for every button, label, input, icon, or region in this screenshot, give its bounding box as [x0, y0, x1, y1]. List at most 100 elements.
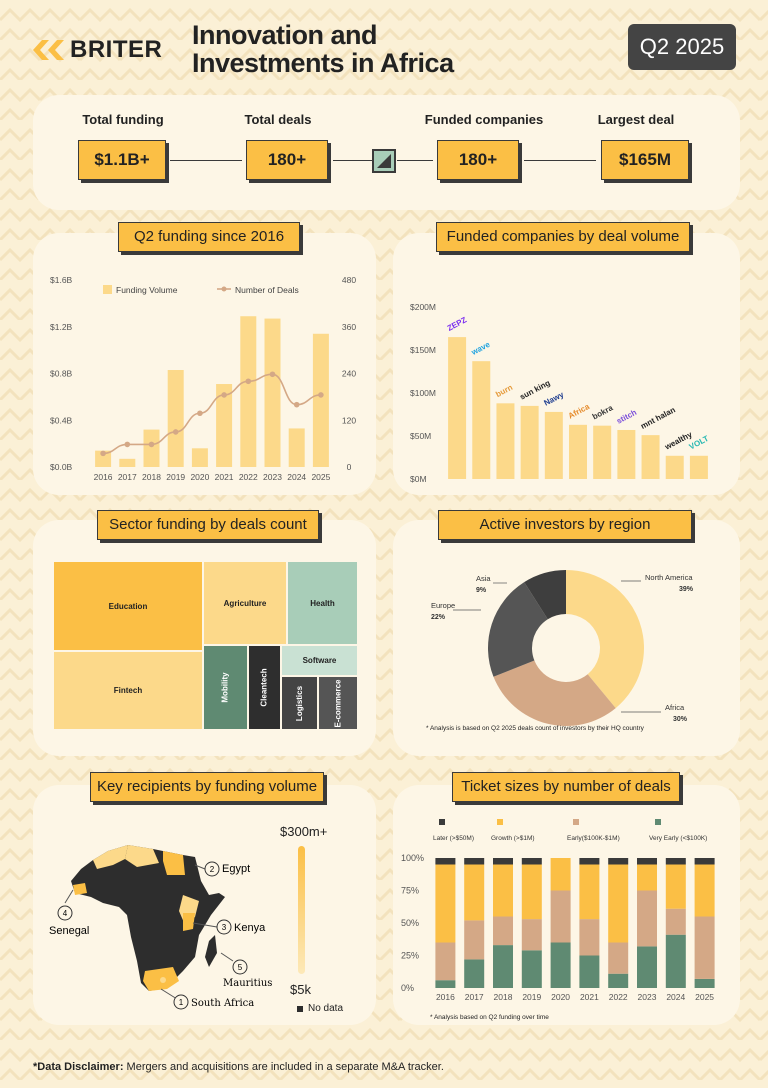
company-logo-label: burn [494, 383, 514, 399]
stat-label-total-funding: Total funding [82, 112, 164, 127]
funding-bar [95, 450, 112, 467]
funding-bar [143, 429, 160, 467]
map-label-south-africa: South Africa [191, 998, 254, 1009]
madagascar [205, 935, 217, 967]
ticket-sizes-title: Ticket sizes by number of deals [452, 772, 680, 802]
ticket-segment [493, 864, 513, 917]
company-logo-label: mnt halan [639, 405, 677, 431]
ticket-segment [493, 945, 513, 988]
y-tick-label: $0.4B [50, 415, 73, 425]
ticket-segment [608, 858, 629, 865]
legend-swatch [497, 819, 503, 825]
brand-name: BRITER [70, 36, 163, 63]
ticket-segment [435, 858, 456, 865]
legend-swatch [439, 819, 445, 825]
legend-marker-deals [221, 286, 227, 292]
deals-point [293, 401, 300, 408]
ticket-segment [608, 864, 629, 943]
recipients-title: Key recipients by funding volume [90, 772, 324, 802]
x-tick-label: 2023 [263, 472, 282, 482]
ticket-segment [637, 864, 657, 891]
ticket-segment [665, 858, 686, 865]
company-bar [617, 429, 636, 479]
y-tick-label: $150M [410, 345, 436, 355]
deals-line [103, 373, 321, 455]
x-tick-label: 2021 [580, 992, 599, 1002]
x-tick-label: 2019 [522, 992, 541, 1002]
donut-slice [493, 660, 616, 726]
legend-label: Very Early (<$100K) [649, 835, 707, 842]
map-legend-min: $5k [290, 982, 311, 997]
company-bar [569, 424, 587, 479]
treemap-cell-fintech: Fintech [53, 651, 203, 730]
deals-point [148, 441, 155, 448]
ticket-segment [464, 864, 485, 921]
y-tick-label: $0M [410, 474, 427, 484]
y-tick-label: $1.2B [50, 322, 73, 332]
funding-bar [191, 448, 208, 467]
treemap-cell-logistics: Logistics [281, 676, 318, 730]
y2-tick-label: 360 [342, 322, 356, 332]
legend-label-funding: Funding Volume [116, 285, 178, 295]
top-companies-title: Funded companies by deal volume [436, 222, 690, 252]
deals-point [221, 392, 227, 398]
company-logo-label: wave [469, 340, 492, 358]
funding-bar [264, 318, 281, 467]
treemap-cell-education: Education [53, 561, 203, 651]
deals-point [245, 378, 252, 385]
africa-north-coast [93, 845, 128, 869]
y2-tick-label: 120 [342, 415, 356, 425]
y-tick-label: $0.0B [50, 462, 73, 472]
company-bar [520, 405, 539, 479]
legend-swatch-funding [103, 285, 112, 294]
legend-swatch [655, 819, 661, 825]
footer-disclaimer: *Data Disclaimer: Mergers and acquisitio… [33, 1061, 444, 1073]
donut-slice [566, 570, 644, 709]
ticket-segment [665, 864, 686, 909]
funding-bar [240, 316, 257, 467]
company-bar [472, 361, 491, 479]
legend-label: Growth (>$1M) [491, 835, 535, 842]
y-tick-label: $1.6B [50, 275, 73, 285]
y-tick-label: 50% [401, 918, 419, 928]
ticket-segment [579, 919, 600, 956]
period-badge: Q2 2025 [628, 24, 736, 70]
deals-point [318, 392, 324, 398]
y-tick-label: $50M [410, 431, 431, 441]
stat-label-funded-companies: Funded companies [424, 112, 544, 127]
briter-logo-icon [33, 40, 64, 60]
y-tick-label: $200M [410, 302, 436, 312]
funding-bar [288, 428, 305, 467]
map-label-egypt: Egypt [222, 863, 250, 875]
libya-region [125, 845, 159, 867]
stats-connector [333, 160, 373, 161]
funding-bar [216, 384, 233, 467]
page-title-line2: Investments in Africa [192, 48, 454, 78]
x-tick-label: 2021 [215, 472, 234, 482]
map-label-mauritius: Mauritius [223, 978, 272, 989]
x-tick-label: 2016 [94, 472, 113, 482]
map-label-kenya: Kenya [234, 922, 266, 934]
ticket-segment [493, 916, 513, 946]
map-legend-max: $300m+ [280, 824, 328, 839]
ticket-segment [464, 920, 485, 960]
footer-bold: *Data Disclaimer: [33, 1061, 124, 1073]
ticket-segment [435, 942, 456, 981]
treemap-cell-cleantech: Cleantech [248, 645, 281, 730]
ticket-segment [637, 946, 657, 988]
funding-bar [312, 333, 329, 467]
y-tick-label: 0% [401, 983, 414, 993]
investors-note: * Analysis is based on Q2 2025 deals cou… [426, 725, 644, 732]
ticket-segment [694, 858, 715, 865]
stat-value-total-deals: 180+ [246, 140, 328, 180]
company-bar [448, 337, 467, 479]
stats-connector [524, 160, 596, 161]
donut-percent: 9% [476, 587, 487, 594]
ticket-segment [521, 919, 542, 951]
africa-landmass [71, 845, 225, 991]
donut-percent: 30% [673, 716, 688, 723]
map-marker-egypt: 2 [210, 865, 215, 874]
x-tick-label: 2018 [142, 472, 161, 482]
x-tick-label: 2022 [609, 992, 628, 1002]
treemap-cell-mobility: Mobility [203, 645, 248, 730]
